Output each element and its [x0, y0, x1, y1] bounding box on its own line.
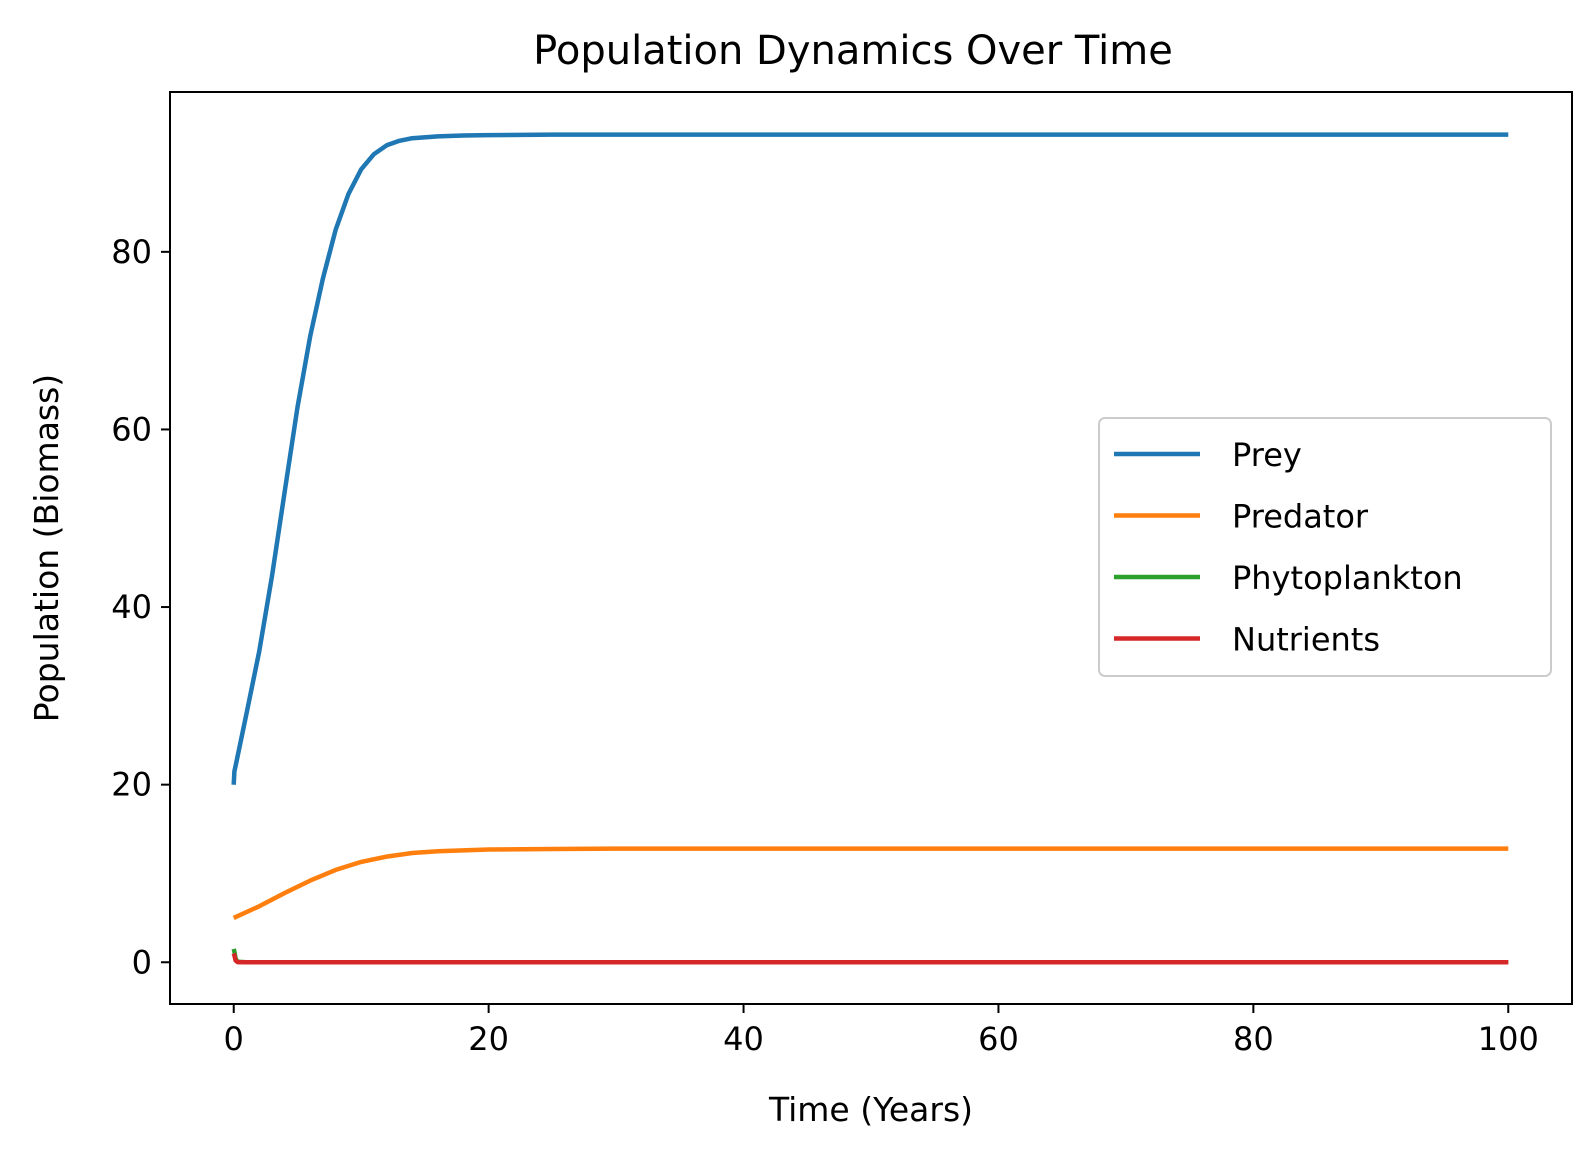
- x-axis: 0 20 40 60 80 100: [224, 1004, 1539, 1058]
- x-tick-label: 0: [224, 1020, 244, 1058]
- y-tick-label: 60: [111, 410, 152, 448]
- y-tick-label: 80: [111, 233, 152, 271]
- y-axis-label: Population (Biomass): [27, 374, 66, 722]
- y-axis: 0 20 40 60 80: [111, 233, 170, 981]
- x-axis-label: Time (Years): [768, 1090, 973, 1129]
- y-tick-label: 40: [111, 588, 152, 626]
- x-tick-label: 80: [1233, 1020, 1274, 1058]
- legend-box: [1098, 417, 1552, 677]
- y-tick-label: 20: [111, 766, 152, 804]
- y-tick-label: 0: [132, 943, 152, 981]
- x-tick-label: 20: [468, 1020, 509, 1058]
- legend-label-prey: Prey: [1232, 436, 1302, 474]
- x-tick-label: 60: [978, 1020, 1019, 1058]
- legend-label-predator: Predator: [1232, 498, 1369, 536]
- legend: Prey Predator Phytoplankton Nutrients: [1098, 417, 1552, 677]
- x-tick-label: 40: [723, 1020, 764, 1058]
- series-line-nutrients: [231, 952, 1509, 965]
- legend-label-nutrients: Nutrients: [1232, 621, 1380, 659]
- x-tick-label: 100: [1478, 1020, 1539, 1058]
- series-line-prey: [231, 132, 1509, 785]
- axes-frame: [169, 91, 1573, 1005]
- legend-label-phytoplankton: Phytoplankton: [1232, 559, 1463, 597]
- plot-area: [231, 132, 1509, 965]
- chart-title: Population Dynamics Over Time: [533, 28, 1173, 74]
- series-line-predator: [232, 846, 1509, 920]
- series-layer: [231, 132, 1509, 965]
